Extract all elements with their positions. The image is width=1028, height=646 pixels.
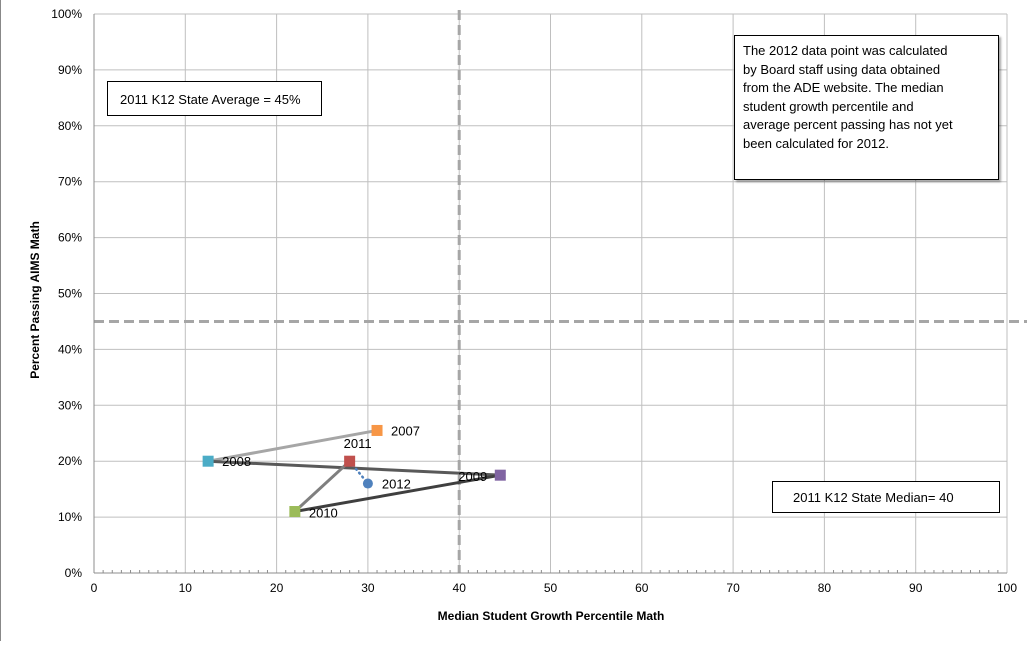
state-median-annotation: 2011 K12 State Median= 40 xyxy=(772,481,1000,513)
x-tick-label: 30 xyxy=(361,581,375,595)
note-line: been calculated for 2012. xyxy=(743,135,889,151)
x-tick-label: 50 xyxy=(544,581,558,595)
point-2011 xyxy=(344,455,356,467)
y-tick-label: 40% xyxy=(58,342,82,356)
x-tick-label: 40 xyxy=(453,581,467,595)
y-tick-label: 20% xyxy=(58,454,82,468)
state-median-text: 2011 K12 State Median= 40 xyxy=(793,490,954,505)
y-tick-label: 10% xyxy=(58,510,82,524)
data-point-labels: 2007 2008 2009 2010 2011 2012 xyxy=(222,423,487,520)
note-line: average percent passing has not yet xyxy=(743,117,953,132)
note-line: by Board staff using data obtained xyxy=(743,61,941,77)
connector-2007-2008 xyxy=(207,428,378,463)
x-tick-label: 0 xyxy=(91,581,98,595)
y-tick-label: 60% xyxy=(58,231,82,245)
x-tick-labels: 0 10 20 30 40 50 60 70 80 90 100 xyxy=(91,581,1018,595)
x-axis-title: Median Student Growth Percentile Math xyxy=(438,609,665,623)
label-2008: 2008 xyxy=(222,454,251,469)
note-line: The 2012 data point was calculated xyxy=(743,43,948,58)
label-2009: 2009 xyxy=(458,469,487,484)
label-2012: 2012 xyxy=(382,477,411,492)
note-annotation: The 2012 data point was calculated by Bo… xyxy=(734,35,999,180)
y-tick-label: 70% xyxy=(58,175,82,189)
x-tick-label: 10 xyxy=(179,581,193,595)
y-tick-label: 0% xyxy=(65,566,83,580)
label-2010: 2010 xyxy=(309,506,338,521)
label-2007: 2007 xyxy=(391,423,420,438)
y-tick-label: 100% xyxy=(51,7,82,21)
point-2008 xyxy=(202,455,214,467)
y-tick-label: 50% xyxy=(58,287,82,301)
y-tick-label: 80% xyxy=(58,119,82,133)
connector-2008-2009 xyxy=(208,459,501,477)
note-line: student growth percentile and xyxy=(743,98,914,114)
x-tick-label: 80 xyxy=(818,581,832,595)
axes xyxy=(93,14,1007,574)
y-tick-labels: 0% 10% 20% 30% 40% 50% 60% 70% 80% 90% 100% xyxy=(51,7,82,580)
note-line: from the ADE website. The median xyxy=(743,80,944,95)
y-tick-label: 30% xyxy=(58,398,82,412)
connector-2010-2011 xyxy=(293,460,351,513)
connector-2009-2010 xyxy=(294,473,501,513)
x-tick-label: 100 xyxy=(997,581,1017,595)
x-tick-label: 60 xyxy=(635,581,649,595)
gridlines xyxy=(93,13,1008,574)
x-tick-label: 20 xyxy=(270,581,284,595)
point-2009 xyxy=(494,469,506,481)
y-axis-title: Percent Passing AIMS Math xyxy=(28,221,42,379)
reference-lines xyxy=(94,10,1027,573)
x-tick-label: 90 xyxy=(909,581,923,595)
point-2007 xyxy=(371,424,383,436)
label-2011: 2011 xyxy=(344,436,372,451)
connector-lines xyxy=(207,428,501,513)
point-2010 xyxy=(289,506,301,518)
data-points xyxy=(202,424,506,518)
x-tick-label: 70 xyxy=(726,581,740,595)
state-average-text: 2011 K12 State Average = 45% xyxy=(120,92,301,107)
state-average-annotation: 2011 K12 State Average = 45% xyxy=(107,81,322,116)
y-tick-label: 90% xyxy=(58,63,82,77)
point-2012 xyxy=(362,478,373,489)
